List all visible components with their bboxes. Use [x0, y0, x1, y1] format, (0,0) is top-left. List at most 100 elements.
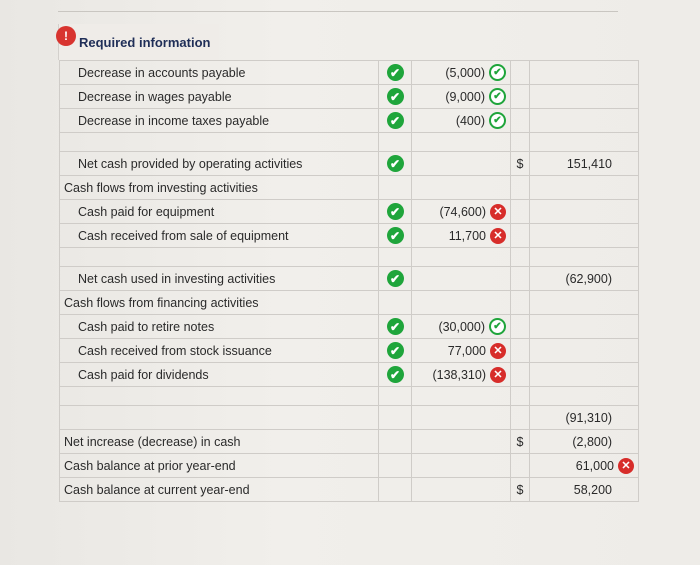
dollar-cell[interactable]: [510, 84, 530, 109]
total-cell[interactable]: [529, 108, 639, 133]
row-label-cell[interactable]: Cash balance at prior year-end: [59, 453, 379, 478]
row-label-cell[interactable]: Decrease in accounts payable: [59, 60, 379, 85]
row-label: Cash paid to retire notes: [78, 319, 215, 334]
row-label-cell[interactable]: Cash flows from investing activities: [59, 175, 379, 200]
check-icon: ✔: [386, 342, 404, 359]
total-cell[interactable]: [529, 290, 639, 315]
table-row: [59, 132, 639, 152]
row-label-cell[interactable]: Net increase (decrease) in cash: [59, 429, 379, 454]
amount-cell[interactable]: (30,000) ✔: [411, 314, 511, 339]
row-label: Decrease in income taxes payable: [78, 113, 270, 128]
total-cell[interactable]: 58,200: [529, 477, 639, 502]
dollar-cell[interactable]: [510, 453, 530, 478]
dollar-cell[interactable]: [510, 108, 530, 133]
dollar-cell[interactable]: [510, 405, 530, 430]
total-cell[interactable]: [529, 386, 639, 406]
row-label-cell[interactable]: [59, 247, 379, 267]
total-cell[interactable]: [529, 60, 639, 85]
dollar-cell[interactable]: $: [510, 477, 530, 502]
row-label: Cash received from stock issuance: [78, 343, 272, 358]
x-icon: ✕: [618, 457, 634, 474]
total-cell[interactable]: [529, 247, 639, 267]
row-label-cell[interactable]: Decrease in wages payable: [59, 84, 379, 109]
table-row: Cash balance at prior year-end 61,000 ✕: [59, 453, 639, 478]
amount-cell[interactable]: [411, 175, 511, 200]
amount-cell[interactable]: (9,000) ✔: [411, 84, 511, 109]
amount-cell[interactable]: (400) ✔: [411, 108, 511, 133]
total-cell[interactable]: (2,800): [529, 429, 639, 454]
row-label-cell[interactable]: Cash received from sale of equipment: [59, 223, 379, 248]
dollar-cell[interactable]: [510, 132, 530, 152]
amount-cell[interactable]: [411, 266, 511, 291]
amount-value: 11,700: [448, 228, 486, 243]
dollar-cell[interactable]: [510, 199, 530, 224]
row-label-cell[interactable]: Cash paid for equipment: [59, 199, 379, 224]
dollar-cell[interactable]: [510, 386, 530, 406]
table-row: Decrease in wages payable ✔ (9,000) ✔: [59, 84, 639, 109]
amount-cell[interactable]: [411, 386, 511, 406]
table-row: Cash received from stock issuance ✔ 77,000…: [59, 338, 639, 363]
dollar-cell[interactable]: [510, 223, 530, 248]
dollar-cell[interactable]: [510, 247, 530, 267]
amount-value: (30,000): [438, 319, 485, 334]
row-label: Cash flows from investing activities: [64, 180, 258, 195]
dollar-cell[interactable]: $: [510, 429, 530, 454]
total-cell[interactable]: 61,000 ✕: [529, 453, 639, 478]
row-label-cell[interactable]: Cash flows from financing activities: [59, 290, 379, 315]
amount-cell[interactable]: [411, 477, 511, 502]
dollar-cell[interactable]: [510, 314, 530, 339]
total-cell[interactable]: [529, 175, 639, 200]
row-label-cell[interactable]: Net cash provided by operating activitie…: [59, 151, 379, 176]
total-cell[interactable]: [529, 338, 639, 363]
total-cell[interactable]: [529, 223, 639, 248]
amount-cell[interactable]: [411, 247, 511, 267]
dollar-cell[interactable]: [510, 290, 530, 315]
dollar-cell[interactable]: [510, 175, 530, 200]
amount-cell[interactable]: 11,700 ✕: [411, 223, 511, 248]
label-status-cell: [378, 429, 412, 454]
total-cell[interactable]: (62,900): [529, 266, 639, 291]
row-label-cell[interactable]: Cash received from stock issuance: [59, 338, 379, 363]
amount-cell[interactable]: 77,000 ✕: [411, 338, 511, 363]
label-status-cell: [378, 405, 412, 430]
table-row: [59, 386, 639, 406]
total-cell[interactable]: [529, 362, 639, 387]
amount-value: (74,600): [439, 204, 486, 219]
amount-cell[interactable]: [411, 151, 511, 176]
amount-cell[interactable]: [411, 405, 511, 430]
row-label-cell[interactable]: Cash paid to retire notes: [59, 314, 379, 339]
total-cell[interactable]: [529, 132, 639, 152]
alert-icon: !: [56, 26, 76, 46]
row-label-cell[interactable]: Cash balance at current year-end: [59, 477, 379, 502]
row-label-cell[interactable]: [59, 132, 379, 152]
amount-cell[interactable]: [411, 429, 511, 454]
total-cell[interactable]: [529, 199, 639, 224]
dollar-cell[interactable]: [510, 362, 530, 387]
total-cell[interactable]: [529, 314, 639, 339]
amount-cell[interactable]: [411, 290, 511, 315]
amount-cell[interactable]: (5,000) ✔: [411, 60, 511, 85]
amount-cell[interactable]: (74,600) ✕: [411, 199, 511, 224]
row-label: Decrease in wages payable: [78, 89, 232, 104]
total-cell[interactable]: 151,410: [529, 151, 639, 176]
dollar-cell[interactable]: [510, 266, 530, 291]
amount-value: (400): [455, 113, 485, 128]
label-status-cell: [378, 175, 412, 200]
amount-cell[interactable]: [411, 132, 511, 152]
total-cell[interactable]: (91,310): [529, 405, 639, 430]
required-information-title: Required information: [79, 35, 211, 50]
dollar-cell[interactable]: $: [510, 151, 530, 176]
row-label-cell[interactable]: Cash paid for dividends: [59, 362, 379, 387]
row-label-cell[interactable]: Decrease in income taxes payable: [59, 108, 379, 133]
amount-cell[interactable]: [411, 453, 511, 478]
row-label-cell[interactable]: Net cash used in investing activities: [59, 266, 379, 291]
cash-flow-table: Decrease in accounts payable ✔ (5,000) ✔ Dec…: [59, 60, 639, 502]
x-icon: ✕: [490, 227, 506, 244]
dollar-cell[interactable]: [510, 60, 530, 85]
row-label-cell[interactable]: [59, 405, 379, 430]
amount-cell[interactable]: (138,310) ✕: [411, 362, 511, 387]
total-cell[interactable]: [529, 84, 639, 109]
dollar-cell[interactable]: [510, 338, 530, 363]
row-label-cell[interactable]: [59, 386, 379, 406]
